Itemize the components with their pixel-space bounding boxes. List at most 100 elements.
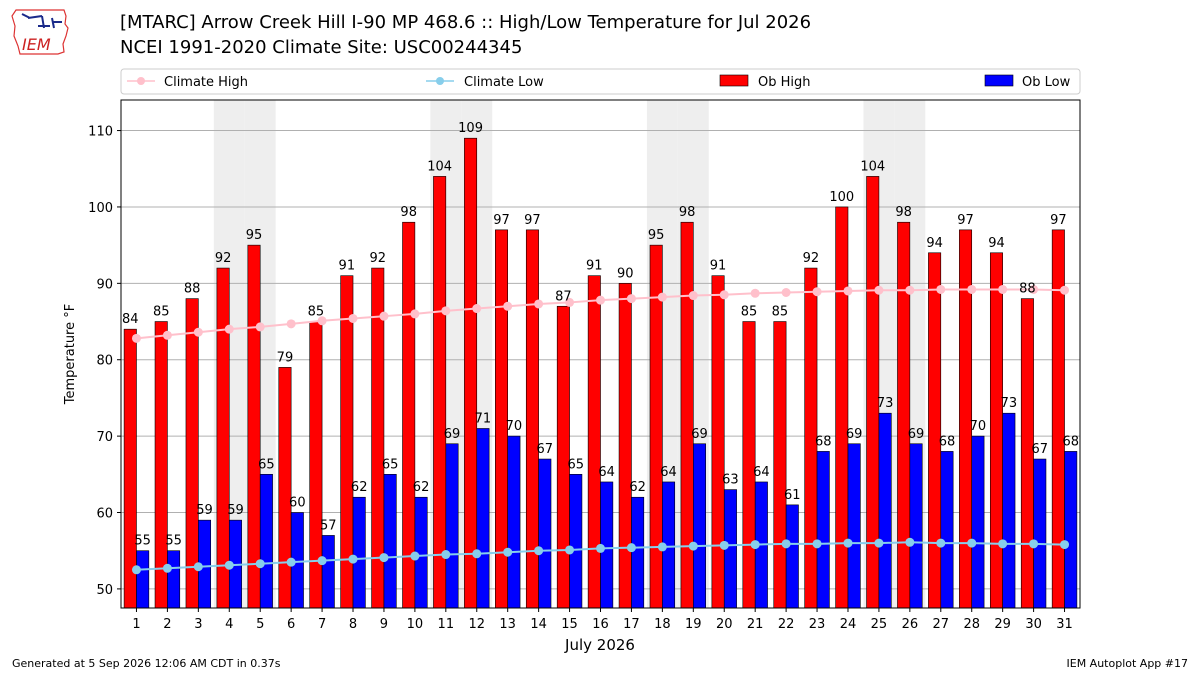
climate-low-point (441, 550, 451, 560)
chart-subtitle: NCEI 1991-2020 Climate Site: USC00244345 (120, 37, 523, 58)
ob-high-label: 97 (957, 213, 974, 228)
legend-ob-low-label: Ob Low (1022, 75, 1071, 90)
ob-high-label: 90 (617, 266, 634, 281)
y-tick-label: 100 (88, 201, 113, 216)
x-tick-label: 19 (685, 617, 702, 632)
x-axis-label: July 2026 (564, 636, 635, 654)
ob-low-label: 68 (815, 434, 832, 449)
ob-low-label: 64 (598, 465, 615, 480)
bar-labels: 84 85 88 92 95 79 85 91 92 98 104 109 97 97 87 91 90 95 98… (122, 121, 1079, 549)
climate-high-point (998, 284, 1008, 294)
climate-lines (131, 284, 1070, 575)
climate-low-point (193, 562, 203, 572)
y-tick-label: 80 (96, 354, 113, 369)
x-tick-label: 15 (561, 617, 578, 632)
generated-timestamp: Generated at 5 Sep 2026 12:06 AM CDT in … (12, 657, 281, 670)
climate-high-point (750, 288, 760, 298)
x-tick-label: 17 (623, 617, 640, 632)
climate-low-point (843, 538, 853, 548)
climate-low-point (936, 538, 946, 548)
logo-text: IEM (22, 35, 51, 54)
legend: Climate High Climate Low Ob High Ob Low (120, 68, 1081, 95)
climate-low-point (657, 542, 667, 552)
climate-low-point (131, 565, 141, 575)
x-tick-label: 21 (747, 617, 764, 632)
x-tick-label: 12 (468, 617, 485, 632)
x-tick-label: 4 (225, 617, 233, 632)
app-label: IEM Autoplot App #17 (1066, 657, 1189, 670)
ob-high-label: 98 (400, 205, 417, 220)
x-tick-label: 23 (809, 617, 826, 632)
climate-high-point (688, 291, 698, 301)
ob-low-bar (352, 496, 366, 609)
climate-low-point (812, 539, 822, 549)
climate-high-point (657, 292, 667, 302)
ob-high-bar (897, 221, 911, 609)
ob-low-bar (1002, 412, 1016, 609)
ob-low-bar (383, 474, 397, 609)
ob-high-label: 92 (803, 251, 820, 266)
climate-low-point (534, 546, 544, 556)
legend-frame (120, 68, 1081, 95)
y-tick-label: 60 (96, 507, 113, 522)
x-tick-label: 10 (407, 617, 424, 632)
ob-high-bar (587, 275, 601, 609)
ob-low-label: 55 (165, 534, 182, 549)
climate-high-point (843, 286, 853, 296)
ob-high-label: 97 (493, 213, 510, 228)
climate-high-point (379, 311, 389, 321)
ob-high-label: 95 (648, 228, 665, 243)
climate-high-point (317, 316, 327, 326)
ob-high-bar (402, 221, 416, 609)
ob-high-label: 79 (277, 350, 294, 365)
climate-high-point (348, 313, 358, 323)
ob-low-label: 59 (196, 503, 213, 518)
ob-low-label: 67 (1032, 442, 1049, 457)
climate-low-point (162, 563, 172, 573)
ob-high-bar (464, 137, 478, 609)
climate-low-point (998, 539, 1008, 549)
x-tick-label: 18 (654, 617, 671, 632)
ob-high-label: 87 (555, 289, 572, 304)
ob-high-label: 91 (710, 259, 727, 274)
ob-high-bar (773, 321, 787, 609)
y-axis-label: Temperature °F (63, 304, 78, 405)
ob-low-bar (507, 435, 521, 609)
climate-low-point (596, 543, 605, 553)
ob-low-bar (971, 435, 985, 609)
ob-low-label: 60 (289, 496, 306, 511)
climate-low-point (905, 537, 915, 547)
climate-low-point (1029, 539, 1039, 549)
climate-high-point (1029, 284, 1039, 294)
ob-low-label: 70 (970, 419, 987, 434)
y-tick-label: 70 (96, 430, 113, 445)
ob-high-label: 85 (741, 305, 758, 320)
ob-high-label: 98 (895, 205, 912, 220)
ob-low-bar (136, 550, 150, 609)
ob-low-label: 69 (444, 427, 461, 442)
x-tick-label: 16 (592, 617, 609, 632)
ob-low-bar (816, 451, 830, 609)
ob-high-label: 104 (427, 159, 452, 174)
ob-low-label: 65 (567, 457, 584, 472)
climate-high-point (162, 330, 172, 340)
legend-climate-high-label: Climate High (164, 75, 248, 90)
ob-low-label: 69 (691, 427, 708, 442)
x-tick-label: 24 (840, 617, 857, 632)
ob-low-bar (538, 458, 552, 609)
ob-high-label: 85 (308, 305, 325, 320)
ob-low-label: 71 (475, 411, 492, 426)
x-tick-label: 29 (994, 617, 1011, 632)
ob-low-bar (847, 443, 861, 609)
x-tick-label: 11 (438, 617, 455, 632)
ob-high-bar (185, 298, 199, 609)
ob-low-bar (476, 428, 490, 609)
climate-low-point (410, 551, 420, 561)
y-tick-label: 110 (88, 125, 113, 140)
ob-low-label: 68 (939, 434, 956, 449)
ob-high-bar (989, 252, 1003, 609)
climate-low-point (719, 540, 729, 550)
climate-low-point (286, 557, 296, 567)
ob-low-label: 69 (846, 427, 863, 442)
x-tick-label: 3 (194, 617, 202, 632)
